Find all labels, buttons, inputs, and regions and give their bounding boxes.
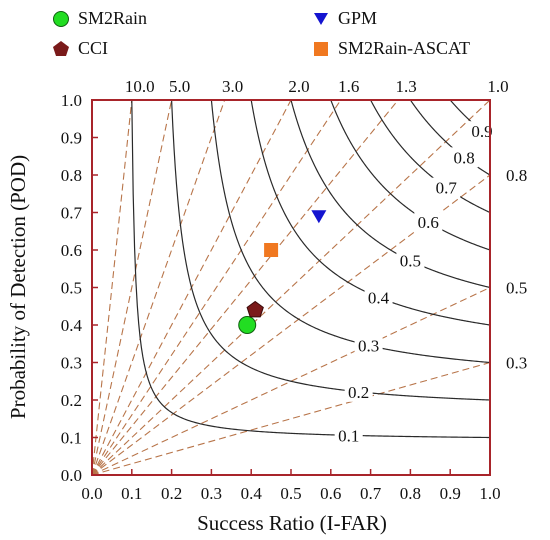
bias-line	[91, 99, 133, 476]
csi-label: 0.1	[338, 426, 359, 445]
y-tick-label: 0.9	[61, 129, 82, 148]
y-tick-label: 0.1	[61, 429, 82, 448]
bias-line	[91, 99, 226, 476]
y-tick-label: 0.2	[61, 391, 82, 410]
x-tick-label: 0.1	[121, 484, 142, 503]
x-tick-label: 1.0	[479, 484, 500, 503]
y-tick-label: 0.8	[61, 166, 82, 185]
csi-label: 0.9	[471, 122, 492, 141]
bias-line	[91, 99, 173, 476]
csi-label-bg	[396, 250, 425, 271]
csi-contour	[370, 99, 491, 214]
bias-line	[91, 287, 491, 476]
csi-contour	[330, 99, 491, 251]
csi-contours: 0.1 0.2 0.3 0.4 0.5 0.6 0.7 0.8 0.9	[131, 99, 497, 446]
bias-line	[91, 99, 491, 476]
csi-label: 0.8	[454, 148, 475, 167]
legend-marker-sm2rain	[53, 10, 69, 27]
tick-labels: 0.0 0.1 0.2 0.3 0.4 0.5 0.6 0.7 0.8 0.9 1.00.00.10…	[61, 91, 501, 503]
csi-label: 0.3	[358, 336, 379, 355]
bias-label: 0.3	[506, 354, 527, 373]
bias-lines: 10.0 5.0 3.0 2.0 1.6 1.3 1.0 0.8 0.5 0.3	[91, 77, 527, 476]
bias-label: 1.6	[338, 77, 359, 96]
csi-label-bg	[344, 381, 373, 402]
y-tick-label: 0.7	[61, 204, 83, 223]
legend-label-gpm: GPM	[338, 8, 378, 28]
legend-sm2rain: SM2Rain	[52, 8, 147, 29]
csi-label: 0.7	[436, 179, 458, 198]
x-tick-label: 0.2	[161, 484, 182, 503]
y-tick-label: 0.0	[61, 466, 82, 485]
x-tick-label: 0.6	[320, 484, 341, 503]
legend-sm2rain-ascat: SM2Rain-ASCAT	[312, 38, 470, 59]
bias-label: 2.0	[288, 77, 309, 96]
bias-label: 1.0	[487, 77, 508, 96]
y-tick-label: 0.6	[61, 241, 82, 260]
bias-label: 5.0	[169, 77, 190, 96]
legend-label-sm2rain: SM2Rain	[78, 8, 148, 28]
csi-contour	[210, 99, 491, 364]
csi-label-bg	[354, 335, 383, 356]
csi-label: 0.4	[368, 288, 390, 307]
point-cci	[246, 300, 264, 318]
y-tick-label: 0.4	[61, 316, 83, 335]
csi-contour	[131, 99, 491, 439]
csi-label: 0.2	[348, 383, 369, 402]
bias-label: 1.3	[396, 77, 417, 96]
bias-label: 10.0	[125, 77, 155, 96]
legend-marker-sm2rain-ascat	[314, 41, 328, 56]
legend-label-sm2rain-ascat: SM2Rain-ASCAT	[338, 38, 471, 58]
point-sm2rain-ascat	[264, 243, 279, 257]
csi-label-bg	[432, 177, 461, 198]
csi-label-bg	[450, 147, 479, 168]
bias-line	[91, 174, 491, 476]
legend-label-cci: CCI	[78, 38, 109, 58]
csi-label-bg	[334, 425, 363, 446]
bias-label: 0.5	[506, 279, 527, 298]
x-tick-label: 0.8	[400, 484, 421, 503]
legend-marker-gpm	[314, 12, 328, 25]
x-tick-label: 0.3	[201, 484, 222, 503]
y-tick-label: 0.5	[61, 279, 82, 298]
y-tick-label: 0.3	[61, 354, 82, 373]
csi-label-bg	[414, 212, 443, 233]
bias-label: 3.0	[222, 77, 243, 96]
legend-marker-cci	[53, 40, 69, 56]
csi-label: 0.6	[418, 213, 439, 232]
csi-label-bg	[364, 287, 393, 308]
bias-line	[91, 99, 399, 476]
csi-contour	[171, 99, 491, 401]
x-tick-label: 0.9	[440, 484, 461, 503]
y-tick-label: 1.0	[61, 91, 82, 110]
csi-label: 0.5	[400, 252, 421, 271]
x-tick-label: 0.4	[241, 484, 263, 503]
point-sm2rain	[238, 316, 257, 334]
bias-line	[91, 99, 342, 476]
bias-line	[91, 361, 491, 476]
bias-label: 0.8	[506, 166, 527, 185]
x-tick-label: 0.0	[81, 484, 102, 503]
x-axis-label: Success Ratio (I-FAR)	[197, 511, 387, 535]
csi-contour	[290, 99, 491, 289]
x-tick-label: 0.7	[360, 484, 382, 503]
legend-gpm: GPM	[312, 8, 377, 29]
y-axis-label: Probability of Detection (POD)	[6, 155, 30, 419]
data-points	[238, 210, 327, 334]
legend-cci: CCI	[52, 38, 108, 59]
x-tick-label: 0.5	[280, 484, 301, 503]
point-gpm	[311, 210, 327, 224]
